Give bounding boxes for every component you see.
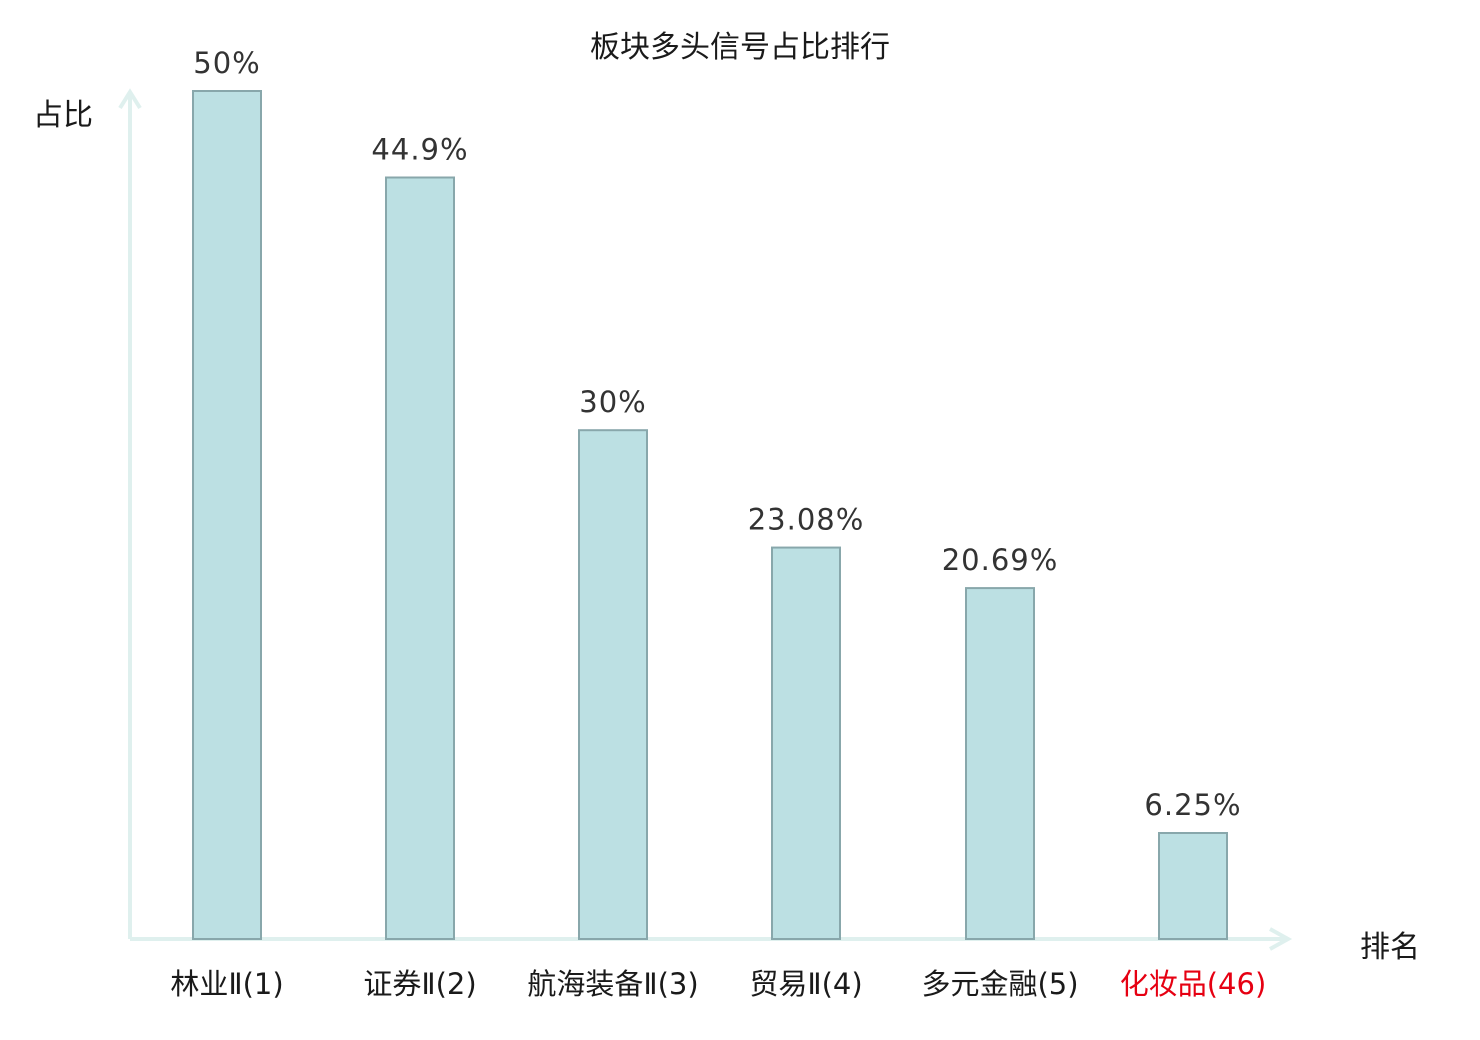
bar: [192, 90, 262, 940]
bar: [771, 546, 841, 940]
value-label: 30%: [579, 385, 646, 419]
chart-title: 板块多头信号占比排行: [590, 30, 890, 65]
bar: [965, 587, 1035, 940]
x-tick-label: 证券Ⅱ(2): [363, 967, 476, 1001]
bar: [385, 176, 455, 941]
x-axis-label: 排名: [1360, 930, 1420, 965]
x-axis-arrow-icon: [1269, 927, 1293, 951]
y-axis-arrow-icon: [118, 88, 142, 110]
x-tick-label: 航海装备Ⅱ(3): [527, 967, 698, 1001]
value-label: 50%: [193, 46, 260, 80]
bar: [578, 429, 648, 940]
value-label: 44.9%: [371, 132, 468, 166]
x-tick-label: 贸易Ⅱ(4): [749, 967, 862, 1001]
value-label: 23.08%: [748, 503, 865, 537]
x-tick-label: 化妆品(46): [1120, 967, 1267, 1001]
value-label: 6.25%: [1144, 788, 1241, 822]
y-axis-label: 占比: [33, 98, 93, 133]
bar: [1158, 832, 1228, 940]
value-label: 20.69%: [942, 543, 1059, 577]
x-tick-label: 多元金融(5): [921, 967, 1078, 1001]
x-tick-label: 林业Ⅱ(1): [170, 967, 283, 1001]
